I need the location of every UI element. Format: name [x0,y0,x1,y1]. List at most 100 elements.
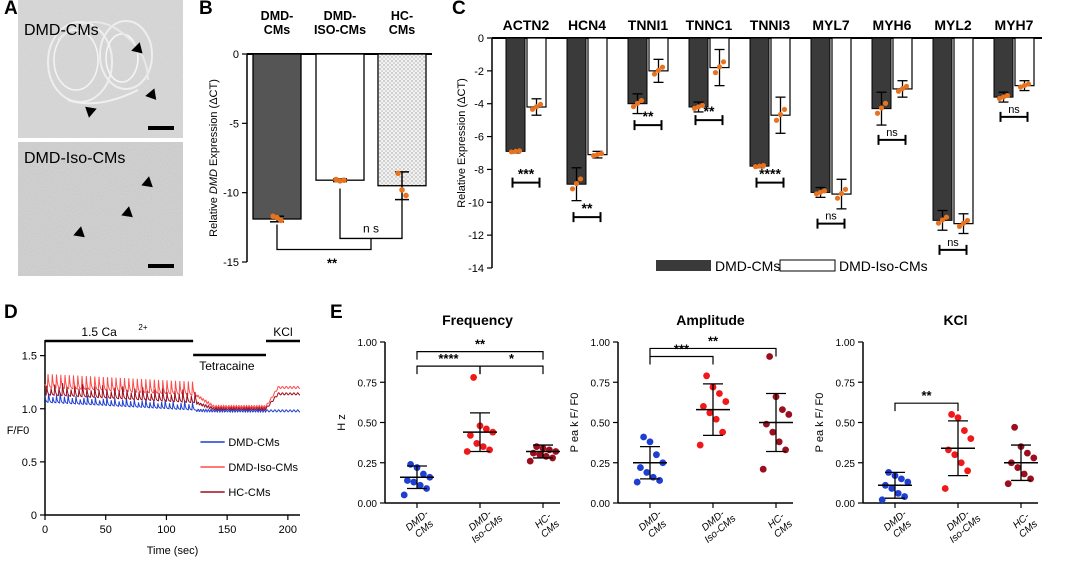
data-point [878,496,886,504]
data-point [996,95,1003,102]
data-point [957,459,965,467]
y-tick-label: 0.25 [591,459,611,470]
chart-title: Frequency [442,312,513,328]
data-point [899,86,906,92]
sig-bracket [999,111,1029,122]
data-point [898,475,905,483]
data-point [659,64,666,70]
data-point [781,106,788,113]
bar-0 [252,53,302,220]
sig-label: ns [825,211,837,223]
data-point [516,148,523,154]
annotation-ca: 1.5 Ca [81,325,117,339]
bar-iso-5 [831,37,852,195]
data-point [904,478,912,486]
data-point [763,420,770,428]
data-point [395,170,401,177]
data-point [759,465,767,473]
bar-1 [315,53,365,181]
bar-2 [377,53,427,187]
micrograph-dmd-iso-cms: DMD-Iso-CMs [18,142,183,276]
data-point [964,217,971,224]
data-point [1025,81,1032,87]
data-point [416,481,424,489]
y-tick-label: -15 [223,257,239,269]
legend-label: HC-CMs [228,487,271,499]
sig-bracket [572,212,602,223]
data-point [467,431,474,439]
y-tick-label: 0.00 [591,499,611,510]
data-point [410,478,418,486]
gene-label-myl7: MYL7 [812,17,850,33]
annotation-kcl: KCl [273,325,292,339]
data-point [594,151,601,158]
data-point [945,446,952,454]
data-point [546,446,553,454]
legend-swatch-dmd [656,260,711,271]
sig-label: ** [704,103,715,119]
data-point [473,440,481,447]
data-point [703,372,710,380]
y-tick-label: 1.5 [22,351,37,363]
group-label-2: HC-CMs [532,510,562,540]
y-tick-label: 0.75 [358,378,378,389]
data-point [400,491,408,499]
data-point [278,217,284,224]
data-point [901,493,908,500]
y-tick-label: 0 [233,49,239,61]
data-point [964,467,971,475]
gene-label-myh7: MYH7 [995,17,1034,33]
data-point [533,104,540,110]
category-label-0: DMD-CMs [261,9,294,37]
data-point [842,186,849,192]
data-point [1000,94,1007,100]
sig-label: ns [1008,104,1020,116]
data-point [874,110,881,116]
y-tick-label: 1.00 [836,338,856,349]
y-axis-label: Relative Expression (ΔCT) [456,78,468,208]
data-point [637,464,644,471]
sig-bracket [416,365,481,375]
data-point [407,460,414,468]
y-tick-label: -8 [474,164,484,176]
data-point [573,180,580,187]
chart-b-dmd-expression: 0 -5 -10 -15 Relative DMD Expression (ΔCT) DM… [208,9,432,271]
x-tick-label: 0 [42,524,48,536]
y-tick-label: 0.50 [836,419,856,430]
data-point [651,71,658,77]
data-point [653,451,660,459]
bar-dmd-1 [566,37,587,185]
data-point [656,477,663,484]
sig-label: *** [518,166,535,182]
bar-dmd-0 [505,37,526,152]
data-point [752,164,759,170]
data-point [769,428,777,436]
chart-title: Amplitude [676,312,745,328]
y-tick-label: -14 [468,263,484,275]
panel-label-e: E [330,302,343,323]
x-tick-label: 150 [218,524,236,536]
y-tick-label: -12 [468,230,484,242]
data-point [1021,82,1028,89]
data-point [956,223,963,230]
data-point [399,187,405,193]
chart-e-amplitude: 0.00 0.25 0.50 0.75 1.00 Amplitude P ea k F/ F… [570,312,795,546]
data-point [821,188,828,194]
data-point [716,390,723,397]
data-point [649,473,657,481]
sig-bracket [416,351,544,360]
data-point [948,411,955,418]
micro-label-bottom: DMD-Iso-CMs [24,150,126,167]
panel-label-c: C [452,0,466,19]
data-point [1004,480,1012,488]
data-point [777,111,784,118]
y-axis-label: H z [336,414,348,431]
data-point [766,353,773,360]
data-point [590,152,597,159]
panel-label-d: D [4,302,18,323]
y-tick-label: 0.75 [591,378,611,389]
x-tick-label: 200 [279,524,297,536]
data-point [1020,470,1028,478]
panel-label-b: B [199,0,213,19]
annotation-tetracaine: Tetracaine [199,359,255,373]
